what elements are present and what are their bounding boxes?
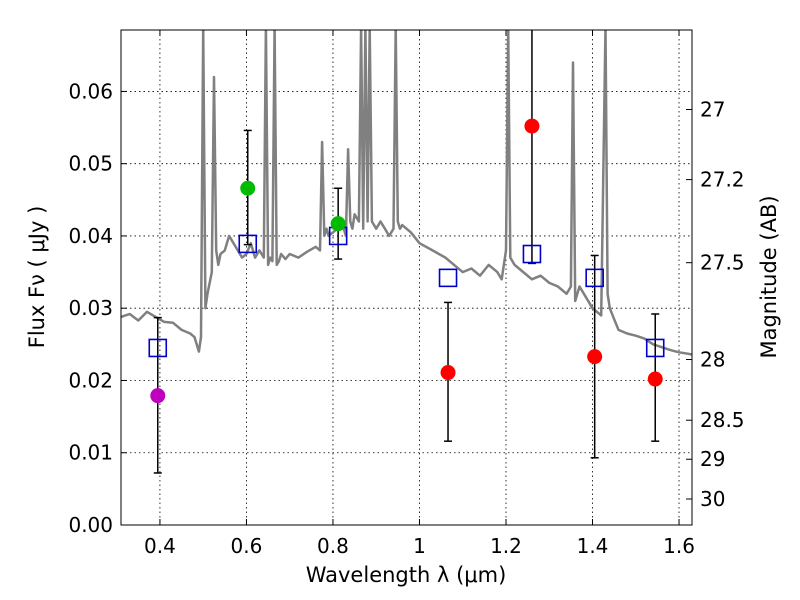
magnitude-tick-label: 27 (700, 97, 725, 121)
marker-layer (148, 118, 665, 404)
plot-frame (120, 29, 693, 526)
y-axis-title: Flux Fν ( μJy ) (25, 206, 49, 349)
magnitude-tick-label: 27.5 (700, 251, 745, 275)
y-tick-label: 0.01 (68, 441, 113, 465)
x-tick-label: 1.4 (577, 534, 609, 558)
observed-dot-point (524, 118, 540, 134)
magnitude-tick-label: 30 (700, 487, 725, 511)
model-square-point (645, 338, 665, 358)
magnitude-tick-label: 28 (700, 348, 725, 372)
x-axis-title: Wavelength λ (μm) (306, 563, 507, 587)
observed-dot-point (150, 388, 166, 404)
y-axis-ticks: 0.00 0.01 0.02 0.03 0.04 0.05 0.06 (68, 79, 127, 537)
magnitude-tick-label: 28.5 (700, 408, 745, 432)
model-square-point (238, 234, 258, 254)
model-square-point (522, 244, 542, 264)
model-square-point (585, 268, 604, 288)
x-tick-label: 1.2 (490, 534, 522, 558)
spectrum-line (121, 30, 692, 356)
x-tick-label: 0.8 (317, 534, 349, 558)
spectrum-layer (121, 30, 692, 356)
y-tick-label: 0.02 (68, 368, 113, 392)
magnitude-axis-ticks: 27 27.2 27.5 28 28.5 29 30 (686, 97, 745, 511)
x-tick-label: 1.6 (663, 534, 695, 558)
y-tick-label: 0.00 (68, 513, 113, 537)
magnitude-axis-title: Magnitude (AB) (757, 195, 781, 358)
model-square-point (438, 268, 458, 288)
x-tick-label: 0.6 (231, 534, 263, 558)
observed-dot-point (647, 371, 663, 387)
observed-dot-point (330, 216, 346, 232)
y-tick-label: 0.03 (68, 296, 113, 320)
errorbar-layer (153, 30, 660, 474)
magnitude-tick-label: 29 (700, 447, 725, 471)
y-tick-label: 0.06 (68, 79, 113, 103)
observed-dot-point (240, 180, 256, 196)
observed-dot-point (587, 349, 603, 365)
model-square-point (148, 338, 168, 358)
y-tick-label: 0.05 (68, 152, 113, 176)
error-bar (527, 30, 536, 265)
magnitude-tick-label: 27.2 (700, 168, 745, 192)
x-tick-label: 0.4 (144, 534, 176, 558)
x-tick-label: 1 (413, 534, 426, 558)
observed-dot-point (440, 365, 456, 381)
y-tick-label: 0.04 (68, 224, 113, 248)
x-axis-ticks: 0.4 0.6 0.8 1 1.2 1.4 1.6 (144, 30, 695, 558)
